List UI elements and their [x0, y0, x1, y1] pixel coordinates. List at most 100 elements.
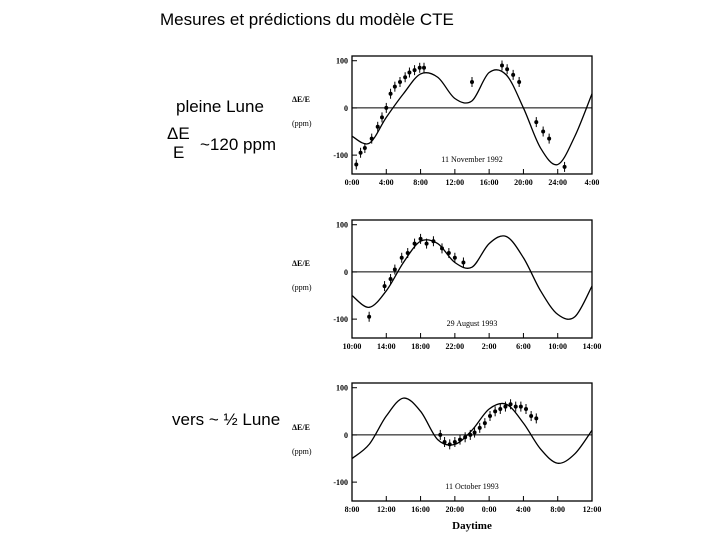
data-point	[524, 406, 528, 411]
data-point	[431, 239, 436, 244]
full-moon-label: pleine Lune	[176, 97, 264, 116]
data-point	[452, 255, 457, 260]
amplitude-label: ~120 ppm	[200, 135, 277, 154]
data-point	[367, 314, 372, 319]
data-point	[488, 414, 492, 419]
y-axis-unit: (ppm)	[292, 447, 312, 456]
x-tick-label: 4:00	[516, 505, 531, 514]
model-curve	[351, 397, 593, 464]
data-point	[358, 150, 363, 155]
x-tick-label: 16:00	[411, 505, 430, 514]
y-tick-label: -100	[333, 478, 348, 487]
y-tick-label: 0	[344, 104, 348, 113]
slide-title: Mesures et prédictions du modèle CTE	[160, 10, 454, 29]
data-point	[399, 255, 404, 260]
x-tick-label: 12:00	[446, 178, 465, 187]
data-point	[405, 251, 410, 256]
x-tick-label: 0:00	[482, 505, 497, 514]
x-tick-label: 18:00	[411, 342, 430, 351]
data-point	[547, 136, 552, 141]
y-axis-unit: (ppm)	[292, 119, 312, 128]
data-point	[446, 251, 451, 256]
data-point	[362, 146, 367, 151]
chart-date-title: 11 November 1992	[441, 155, 502, 164]
data-point	[422, 65, 426, 70]
x-tick-label: 16:00	[480, 178, 499, 187]
data-point	[541, 129, 546, 134]
data-point	[500, 63, 504, 68]
half-moon-label: vers ~ ½ Lune	[172, 410, 281, 429]
x-tick-label: 10:00	[548, 342, 567, 351]
y-tick-label: 0	[344, 431, 348, 440]
model-curve	[351, 235, 593, 320]
data-point	[562, 164, 567, 169]
data-point	[534, 416, 539, 421]
chart-3: 100 0 -100 8:00 12:00 16:00 20:00 0:00 4:00 8:00 1…	[292, 382, 602, 532]
x-tick-label: 2:00	[482, 342, 497, 351]
data-point	[354, 162, 359, 167]
x-tick-label: 10:00	[343, 342, 362, 351]
data-point	[513, 404, 518, 409]
plot-frame	[351, 382, 593, 502]
data-point	[461, 260, 466, 265]
delta-e-numerator: ΔE	[167, 124, 190, 143]
data-point	[518, 404, 523, 409]
delta-e-denominator: E	[173, 143, 185, 162]
x-tick-label: 6:00	[516, 342, 531, 351]
data-point	[442, 440, 447, 444]
data-point	[440, 246, 444, 251]
data-point	[384, 105, 389, 110]
y-tick-label: 100	[336, 384, 348, 393]
data-point	[529, 414, 534, 419]
data-point	[472, 430, 477, 435]
x-tick-label: 4:00	[379, 178, 394, 187]
x-tick-label: 14:00	[583, 342, 602, 351]
y-tick-label: -100	[333, 315, 348, 324]
data-point	[418, 236, 423, 241]
data-point	[412, 241, 417, 246]
data-point	[534, 120, 539, 125]
y-tick-label: -100	[333, 151, 348, 160]
data-point	[503, 404, 508, 409]
data-point	[382, 284, 387, 289]
data-point	[388, 277, 393, 281]
x-tick-label: 20:00	[446, 505, 465, 514]
x-tick-label: 20:00	[514, 178, 533, 187]
x-axis-label: Daytime	[452, 520, 492, 532]
x-tick-label: 8:00	[413, 178, 428, 187]
chart-2: 100 0 -100 10:00 14:00 18:00 22:00 2:00 6:00 10:0…	[292, 219, 602, 351]
x-tick-label: 14:00	[377, 342, 396, 351]
data-point	[470, 79, 474, 84]
data-point	[388, 91, 393, 96]
data-point	[508, 402, 513, 407]
data-point	[447, 442, 452, 447]
x-tick-label: 12:00	[377, 505, 396, 514]
data-point	[517, 79, 522, 84]
data-point	[505, 67, 510, 72]
x-tick-label: 22:00	[446, 342, 465, 351]
data-point	[392, 84, 397, 89]
y-tick-label: 100	[336, 57, 348, 66]
x-tick-label: 4:00	[585, 178, 600, 187]
model-curve	[351, 69, 593, 166]
data-point	[375, 124, 380, 129]
y-axis-unit: (ppm)	[292, 283, 312, 292]
plot-frame	[351, 55, 593, 175]
x-tick-label: 8:00	[550, 505, 565, 514]
data-point	[412, 68, 417, 73]
data-point	[498, 406, 503, 411]
data-point	[463, 435, 468, 440]
chart-1: 100 0 -100 0:00 4:00 8:00 12:00 16:00 20:00 24:00…	[292, 55, 600, 187]
y-axis-label: ΔE/E	[292, 423, 310, 432]
data-point	[468, 432, 473, 437]
data-point	[392, 267, 397, 272]
data-point	[398, 79, 402, 84]
x-tick-label: 12:00	[583, 505, 602, 514]
x-tick-label: 8:00	[345, 505, 360, 514]
data-point	[369, 136, 374, 141]
x-tick-label: 0:00	[345, 178, 360, 187]
y-axis-label: ΔE/E	[292, 259, 310, 268]
y-axis-label: ΔE/E	[292, 95, 310, 104]
y-tick-label: 100	[336, 221, 348, 230]
